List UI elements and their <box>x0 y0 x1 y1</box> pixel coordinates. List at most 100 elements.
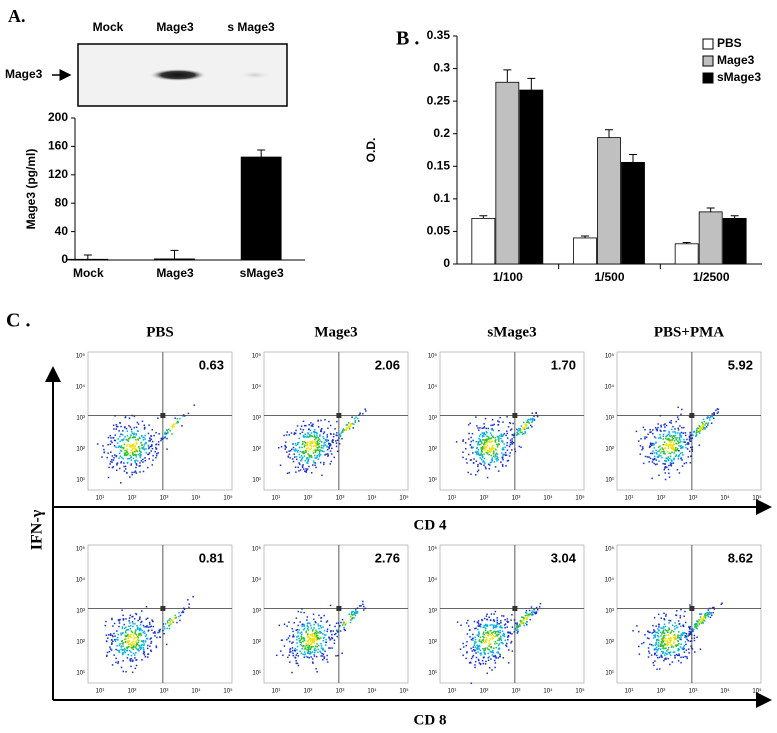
event-dot <box>478 625 480 628</box>
event-dot <box>318 638 320 640</box>
event-dot <box>130 625 132 627</box>
event-dot <box>126 649 128 652</box>
x-tick-label: Mage3 <box>156 266 194 280</box>
event-dot <box>681 634 683 637</box>
event-dot <box>536 415 539 418</box>
event-dot <box>652 629 655 631</box>
event-dot <box>287 456 290 458</box>
event-dot <box>303 624 305 626</box>
event-dot <box>498 443 500 445</box>
event-dot <box>483 444 485 446</box>
event-dot <box>688 633 690 635</box>
event-dot <box>140 621 142 624</box>
event-dot <box>654 660 656 662</box>
event-dot <box>308 465 310 468</box>
event-dot <box>486 435 488 438</box>
y-tick-label: 10⁵ <box>76 546 86 553</box>
event-dot <box>490 450 492 452</box>
event-dot <box>294 650 296 652</box>
column-title: Mage3 <box>314 324 357 340</box>
y-tick-label: 10⁵ <box>428 546 438 553</box>
event-dot <box>124 453 126 456</box>
event-dot <box>669 632 672 634</box>
event-dot <box>644 428 646 431</box>
event-dot <box>132 648 134 651</box>
event-dot <box>506 449 509 451</box>
event-dot <box>503 443 505 445</box>
event-dot <box>684 632 687 634</box>
event-dot <box>294 432 297 435</box>
event-dot <box>117 662 119 665</box>
event-dot <box>312 638 314 640</box>
event-dot <box>531 421 533 423</box>
event-dot <box>297 664 300 667</box>
event-dot <box>130 456 133 458</box>
event-dot <box>162 623 165 625</box>
y-tick-label: 120 <box>48 167 68 181</box>
event-dot <box>111 618 113 621</box>
error-bar <box>83 254 92 260</box>
event-dot <box>662 647 664 650</box>
x-tick-label: 10¹ <box>625 689 634 695</box>
event-dot <box>311 638 313 640</box>
event-dot <box>691 648 694 650</box>
event-dot <box>312 645 314 648</box>
event-dot <box>286 451 288 453</box>
event-dot <box>307 622 309 624</box>
y-tick-label: 10¹ <box>428 671 437 677</box>
bar <box>621 161 645 265</box>
event-dot <box>314 636 317 639</box>
event-dot <box>531 611 533 614</box>
event-dot <box>138 649 140 652</box>
event-dot <box>309 442 312 445</box>
event-dot <box>316 440 319 443</box>
event-dot <box>647 656 650 658</box>
event-dot <box>648 446 651 448</box>
event-dot <box>656 668 658 671</box>
event-dot <box>324 644 327 646</box>
event-dot <box>516 622 518 624</box>
event-dot <box>134 436 137 439</box>
event-dot <box>316 637 319 639</box>
event-dot <box>282 654 284 657</box>
event-dot <box>308 622 310 624</box>
event-dot <box>684 444 687 446</box>
event-dot <box>303 441 306 443</box>
event-dot <box>684 610 686 613</box>
event-dot <box>132 646 135 648</box>
event-dot <box>498 643 501 645</box>
event-dot <box>293 621 295 624</box>
event-dot <box>152 454 154 457</box>
event-dot <box>489 638 492 640</box>
event-dot <box>488 467 491 470</box>
event-dot <box>468 453 470 456</box>
event-dot <box>142 436 144 439</box>
event-dot <box>120 632 122 634</box>
event-dot <box>121 434 124 436</box>
event-dot <box>474 641 476 643</box>
y-axis-label: Mage3 (pg/ml) <box>24 149 38 230</box>
event-dot <box>702 426 705 428</box>
event-dot <box>479 427 481 429</box>
event-dot <box>678 653 680 655</box>
event-dot <box>493 655 496 658</box>
event-dot <box>658 656 661 659</box>
event-dot <box>138 629 141 632</box>
event-dot <box>660 635 662 637</box>
event-dot <box>497 438 500 441</box>
event-dot <box>483 435 485 437</box>
event-dot <box>316 442 319 445</box>
event-dot <box>669 462 672 464</box>
event-dot <box>663 644 665 646</box>
event-dot <box>644 437 646 440</box>
event-dot <box>120 425 122 428</box>
event-dot <box>485 627 487 630</box>
event-dot <box>135 438 137 441</box>
event-dot <box>665 658 667 660</box>
event-dot <box>704 615 706 617</box>
event-dot <box>118 649 121 652</box>
event-dot <box>139 632 141 635</box>
event-dot <box>118 625 120 628</box>
event-dot <box>521 431 523 434</box>
event-dot <box>135 441 138 444</box>
